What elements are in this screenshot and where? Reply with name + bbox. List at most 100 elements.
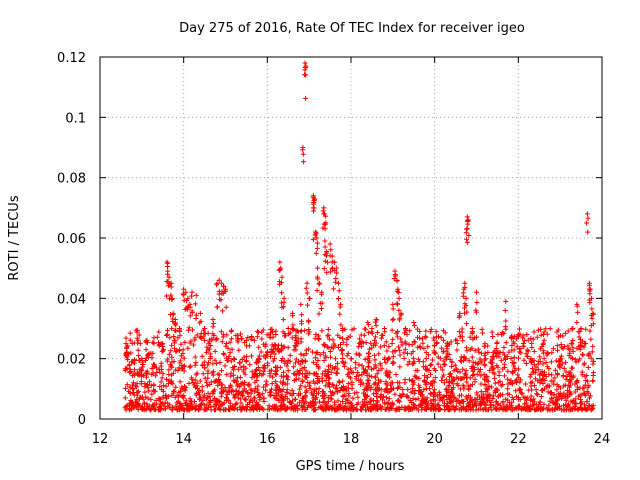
data-point xyxy=(349,405,355,411)
data-point xyxy=(473,360,479,366)
data-point xyxy=(270,334,276,340)
data-point xyxy=(312,355,318,361)
data-point xyxy=(430,357,436,363)
data-point xyxy=(421,345,427,351)
data-point xyxy=(537,372,543,378)
data-point xyxy=(414,375,420,381)
data-point xyxy=(394,385,400,391)
data-point xyxy=(472,402,478,408)
data-point xyxy=(506,392,512,398)
data-point xyxy=(590,343,596,349)
data-point xyxy=(467,405,473,411)
data-point xyxy=(428,391,434,397)
data-point xyxy=(132,367,138,373)
data-point xyxy=(224,396,230,402)
data-point xyxy=(306,326,312,332)
data-point xyxy=(151,389,157,395)
data-point xyxy=(197,378,203,384)
data-point xyxy=(368,396,374,402)
data-point xyxy=(464,321,470,327)
data-point xyxy=(142,357,148,363)
data-point xyxy=(528,357,534,363)
y-tick-label: 0 xyxy=(78,413,86,428)
data-point xyxy=(135,371,141,377)
data-point xyxy=(207,393,213,399)
data-point xyxy=(289,387,295,393)
data-point xyxy=(358,332,364,338)
data-point xyxy=(484,398,490,404)
data-point xyxy=(150,370,156,376)
data-point xyxy=(505,368,511,374)
data-point xyxy=(551,406,557,412)
data-point xyxy=(410,396,416,402)
data-point xyxy=(416,358,422,364)
data-point xyxy=(124,354,130,360)
data-point xyxy=(239,336,245,342)
data-point xyxy=(305,405,311,411)
data-point xyxy=(329,396,335,402)
data-point xyxy=(325,381,331,387)
data-point xyxy=(515,396,521,402)
data-point xyxy=(222,407,228,413)
data-point xyxy=(405,361,411,367)
data-point xyxy=(550,399,556,405)
data-point xyxy=(585,378,591,384)
data-point xyxy=(441,358,447,364)
data-point xyxy=(285,345,291,351)
data-point xyxy=(293,328,299,334)
data-point xyxy=(563,359,569,365)
y-axis-label: ROTI / TECUs xyxy=(7,195,22,280)
data-point xyxy=(515,355,521,361)
data-point xyxy=(396,307,402,313)
data-point xyxy=(254,377,260,383)
data-point xyxy=(434,340,440,346)
data-point xyxy=(437,406,443,412)
data-point xyxy=(169,326,175,332)
data-point xyxy=(169,405,175,411)
data-point xyxy=(431,366,437,372)
data-point xyxy=(326,366,332,372)
data-point xyxy=(277,259,283,265)
data-point xyxy=(202,326,208,331)
data-point xyxy=(373,334,379,340)
data-point xyxy=(323,377,329,383)
data-point xyxy=(169,392,175,398)
data-point xyxy=(174,348,180,354)
data-point xyxy=(500,399,506,405)
data-point xyxy=(272,395,278,401)
data-point xyxy=(444,346,450,352)
data-point xyxy=(555,347,560,353)
data-point xyxy=(136,353,142,359)
data-point xyxy=(169,296,175,302)
data-point xyxy=(128,359,134,365)
data-point xyxy=(322,211,328,217)
data-point xyxy=(185,327,191,333)
data-point xyxy=(522,381,528,387)
data-point xyxy=(264,332,270,338)
data-point xyxy=(531,348,537,354)
data-point xyxy=(321,389,327,395)
data-point xyxy=(395,398,401,404)
data-point xyxy=(492,375,498,381)
data-point xyxy=(387,374,393,380)
data-point xyxy=(326,332,332,338)
data-point xyxy=(234,375,240,381)
data-point xyxy=(273,372,279,378)
data-point xyxy=(131,340,137,346)
data-point xyxy=(428,398,434,404)
data-point xyxy=(302,384,308,390)
data-point xyxy=(589,315,595,321)
data-point xyxy=(493,345,499,351)
data-point xyxy=(389,386,395,392)
data-point xyxy=(172,320,178,326)
data-point xyxy=(428,329,434,335)
data-point xyxy=(396,317,402,323)
data-point xyxy=(421,378,427,384)
data-point xyxy=(263,382,269,388)
data-point xyxy=(302,401,308,407)
data-point xyxy=(470,373,476,379)
data-point xyxy=(143,371,149,377)
data-point xyxy=(268,392,274,398)
data-point xyxy=(562,330,568,336)
data-point xyxy=(567,382,573,388)
